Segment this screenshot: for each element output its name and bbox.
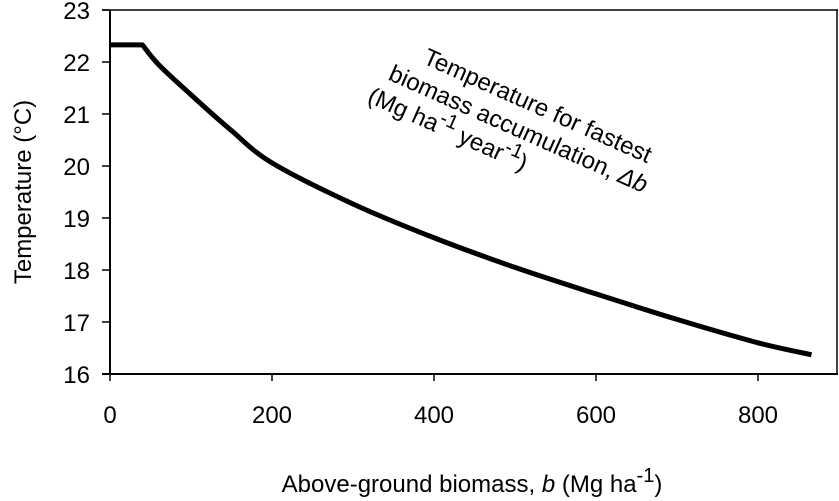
y-tick-label: 23: [63, 0, 90, 25]
y-axis-title: Temperature (°C): [10, 100, 37, 284]
y-tick-label: 17: [63, 310, 90, 337]
x-axis-title: Above-ground biomass, b (Mg ha-1): [282, 465, 663, 498]
y-tick-label: 20: [63, 154, 90, 181]
curve-annotation: Temperature for fastest biomass accumula…: [364, 44, 656, 199]
axes: [102, 9, 838, 375]
x-ticks: 0 200 400 600 800: [103, 374, 778, 429]
y-tick-label: 16: [63, 362, 90, 389]
x-tick-label: 400: [414, 402, 454, 429]
y-ticks: 16 17 18 19 20 21 22 23: [63, 0, 110, 389]
x-tick-label: 0: [103, 402, 116, 429]
x-tick-label: 200: [252, 402, 292, 429]
y-tick-label: 19: [63, 206, 90, 233]
y-tick-label: 21: [63, 102, 90, 129]
y-tick-label: 18: [63, 258, 90, 285]
x-tick-label: 800: [738, 402, 778, 429]
x-tick-label: 600: [576, 402, 616, 429]
temperature-curve: [110, 42, 813, 358]
y-tick-label: 22: [63, 50, 90, 77]
